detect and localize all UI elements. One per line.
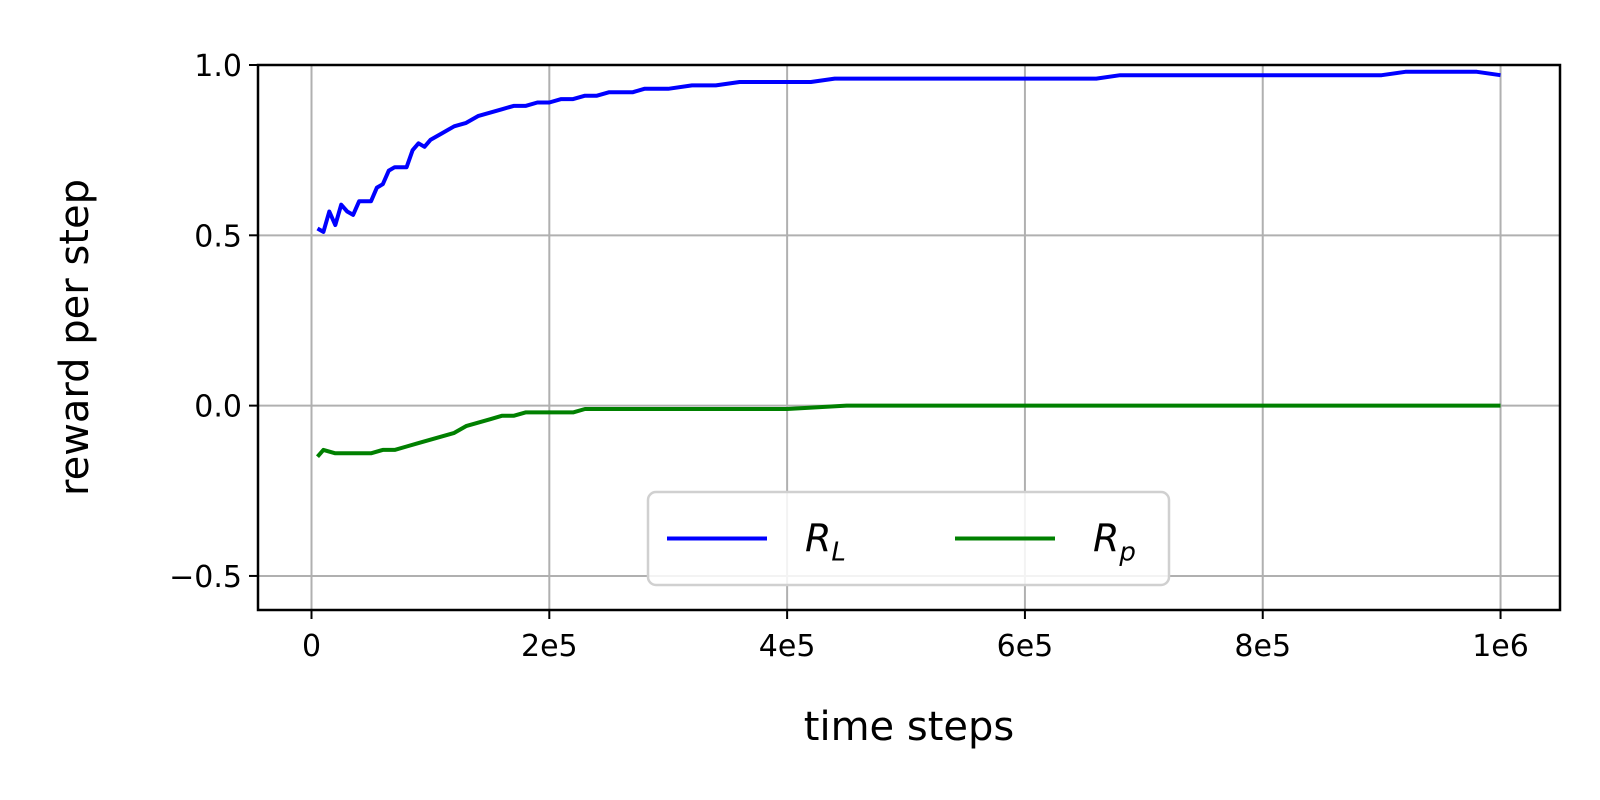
legend-entry-label: Rp <box>1093 517 1136 568</box>
x-tick-label: 6e5 <box>997 629 1054 664</box>
x-tick-label: 2e5 <box>521 629 578 664</box>
axis-ticks: 0 2e5 4e5 6e5 8e5 1e6 1.0 0.5 0.0 −0.5 <box>169 49 1529 664</box>
legend-box <box>646 490 1171 587</box>
legend-entry-subscript: p <box>1118 538 1136 568</box>
series-line-r-p <box>315 403 1501 459</box>
series-line-r-l <box>316 69 1501 234</box>
legend-entry-name: R <box>805 517 831 561</box>
y-tick-label: 0.0 <box>194 390 242 425</box>
legend: RL Rp <box>646 490 1171 587</box>
x-axis-label: time steps <box>804 704 1014 750</box>
legend-entry-label: RL <box>805 517 846 568</box>
series-group <box>315 69 1501 459</box>
y-tick-label: 0.5 <box>194 219 242 254</box>
y-tick-label: −0.5 <box>169 560 242 595</box>
legend-entry-name: R <box>1093 517 1119 561</box>
plot-frame <box>256 63 1562 612</box>
x-tick-label: 4e5 <box>759 629 816 664</box>
x-tick-label: 0 <box>302 629 321 664</box>
x-tick-label: 8e5 <box>1234 629 1291 664</box>
y-tick-label: 1.0 <box>194 49 242 84</box>
x-tick-label: 1e6 <box>1472 629 1529 664</box>
y-axis-label: reward per step <box>52 179 98 496</box>
legend-entry-subscript: L <box>831 538 846 568</box>
